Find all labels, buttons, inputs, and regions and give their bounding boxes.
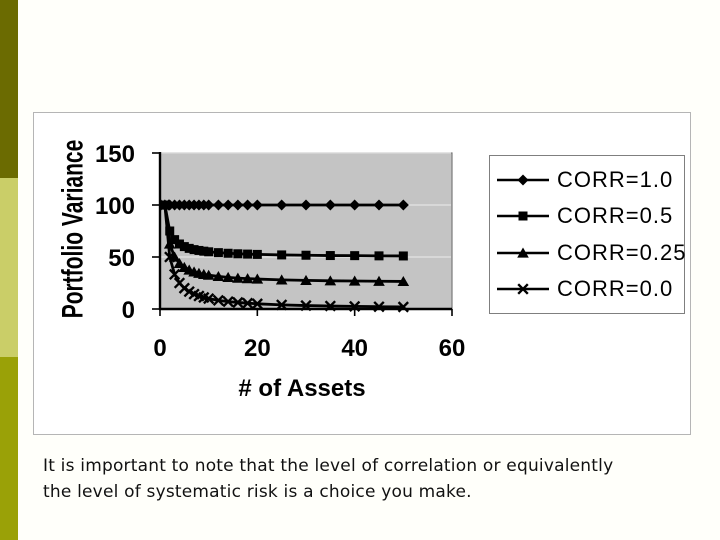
sidebar-accent-top	[0, 0, 18, 178]
sidebar-accent-bottom	[0, 357, 18, 540]
x-tick-label: 0	[153, 335, 166, 362]
y-tick-label: 50	[108, 245, 135, 272]
legend-label: CORR=0.0	[557, 276, 674, 302]
caption-line-2: the level of systematic risk is a choice…	[43, 482, 472, 502]
x-tick-label: 40	[341, 335, 368, 362]
legend-label: CORR=0.25	[557, 239, 687, 265]
x-tick-label: 60	[439, 335, 466, 362]
legend-item: CORR=0.5	[497, 203, 684, 229]
y-tick-label: 150	[95, 141, 135, 168]
x-tick-label: 20	[244, 335, 271, 362]
caption: It is important to note that the level o…	[43, 453, 715, 505]
legend-item: CORR=0.25	[497, 239, 687, 266]
legend-marker-diamond-icon	[497, 174, 549, 186]
legend-item: CORR=0.0	[497, 276, 684, 302]
chart-panel: 0 50 100 150 0 20 40 60 Portfolio Variance # of…	[33, 112, 691, 435]
legend-label: CORR=0.5	[557, 203, 674, 229]
y-tick-label: 0	[122, 297, 135, 324]
legend-marker-x-icon	[497, 283, 549, 296]
y-axis-title: Portfolio Variance	[57, 139, 90, 319]
sidebar-accent-middle	[0, 178, 18, 357]
y-tick-label: 100	[95, 193, 135, 220]
series-CORR=0.5	[160, 200, 408, 261]
legend-marker-square-icon	[497, 211, 549, 221]
legend-marker-triangle-icon	[497, 247, 549, 258]
x-axis-title: # of Assets	[238, 375, 366, 402]
series-CORR=0.0	[159, 199, 409, 313]
caption-line-1: It is important to note that the level o…	[43, 456, 614, 476]
chart-legend: CORR=1.0 CORR=0.5 CORR=0.25 CORR=0.0	[489, 155, 685, 314]
portfolio-variance-plot: 0 50 100 150 0 20 40 60	[95, 141, 466, 362]
legend-item: CORR=1.0	[497, 167, 684, 193]
legend-label: CORR=1.0	[557, 166, 674, 192]
